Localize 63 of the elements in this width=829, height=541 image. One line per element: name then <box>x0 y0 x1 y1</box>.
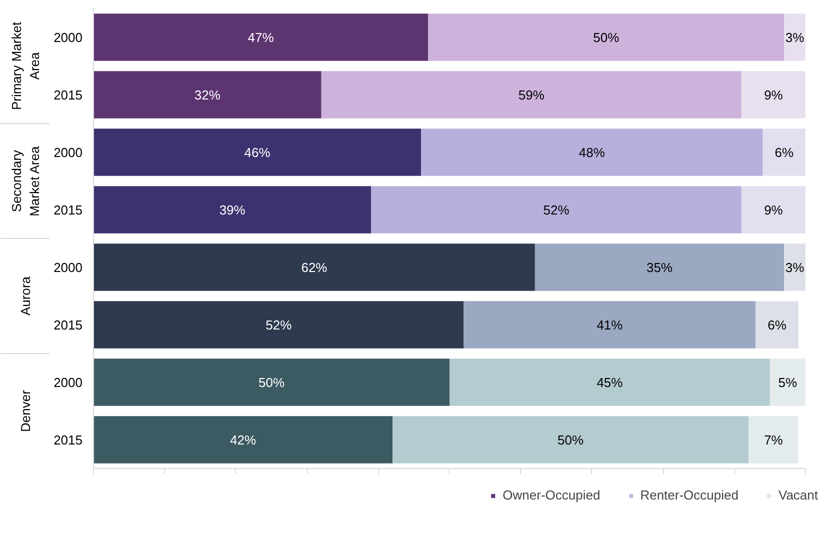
bar <box>770 358 806 406</box>
data-label: 52% <box>543 202 570 218</box>
legend-label: Renter-Occupied <box>640 488 738 502</box>
data-label: 48% <box>578 144 606 160</box>
bar <box>371 186 742 234</box>
legend-label: Vacant <box>778 488 818 502</box>
data-label: 3% <box>785 30 805 45</box>
data-label: 9% <box>764 202 784 218</box>
bar <box>784 244 806 291</box>
bar <box>94 416 393 464</box>
data-label: 5% <box>778 374 798 390</box>
bar <box>94 128 422 176</box>
bar <box>392 416 749 464</box>
data-label: 35% <box>646 260 673 275</box>
bar <box>748 416 798 464</box>
data-label: 46% <box>244 144 271 160</box>
bar <box>741 71 806 118</box>
data-label: 6% <box>774 144 794 160</box>
y-tick-label: 2000 <box>54 30 82 45</box>
y-tick-label: 2000 <box>54 260 82 275</box>
data-label: 9% <box>764 87 784 102</box>
data-label: 47% <box>248 30 274 45</box>
data-label: 59% <box>518 87 545 102</box>
y-tick-label: 2000 <box>54 374 82 390</box>
data-label: 42% <box>230 432 256 448</box>
legend-label: Owner-Occupied <box>502 488 600 502</box>
data-label: 50% <box>593 30 620 45</box>
bar <box>94 358 450 406</box>
y-tick-label: 2000 <box>54 144 82 160</box>
bar <box>94 71 322 118</box>
bar <box>534 244 784 291</box>
data-label: 41% <box>596 317 624 332</box>
bar <box>428 14 784 61</box>
data-label: 3% <box>785 260 805 275</box>
y-tick-label: 2015 <box>54 87 82 102</box>
text: Secondary Market Area <box>9 146 42 216</box>
data-label: 7% <box>764 432 784 448</box>
bar <box>450 358 770 406</box>
data-label: 32% <box>194 87 221 102</box>
data-label: 62% <box>301 260 328 275</box>
data-label: 45% <box>596 374 624 390</box>
data-label: 6% <box>768 317 787 332</box>
text: Denver <box>18 389 33 432</box>
y-tick-label: 2015 <box>54 317 82 332</box>
data-label: 50% <box>258 374 285 390</box>
bar <box>94 186 372 234</box>
text: Primary Market Area <box>9 22 42 110</box>
bar <box>464 301 756 348</box>
data-label: 52% <box>266 317 292 332</box>
bar <box>94 14 428 61</box>
bar <box>741 186 806 234</box>
data-label: 50% <box>558 432 584 448</box>
text: Aurora <box>18 276 33 316</box>
bar <box>94 301 464 348</box>
bar <box>784 14 806 61</box>
bar <box>762 128 806 176</box>
bar <box>321 71 742 118</box>
bar <box>756 301 798 348</box>
bar <box>94 244 535 291</box>
bar <box>421 128 763 176</box>
y-tick-label: 2015 <box>54 202 82 218</box>
data-label: 39% <box>219 202 246 218</box>
y-tick-label: 2015 <box>54 432 82 448</box>
